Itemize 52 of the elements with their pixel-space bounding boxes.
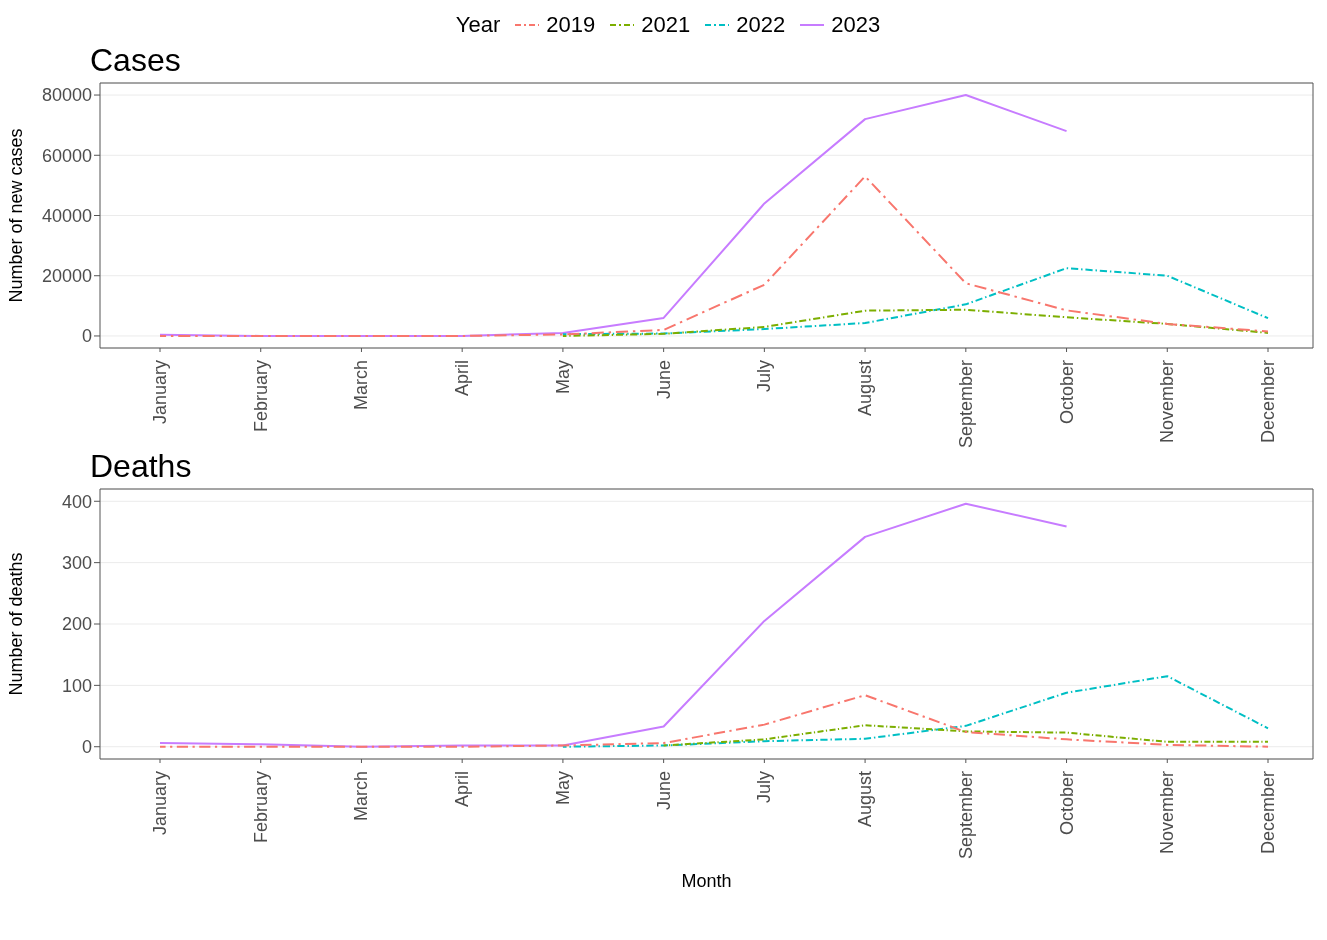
x-tick-label: October	[1056, 771, 1077, 836]
line-series	[561, 267, 1269, 336]
x-tick-label: December	[1258, 360, 1278, 444]
y-tick-label: 80000	[41, 85, 92, 106]
x-tick-label: September	[955, 360, 976, 449]
y-tick-label: 300	[61, 553, 92, 574]
chart-title: Cases	[90, 42, 182, 78]
x-tick-label: July	[754, 771, 775, 804]
y-tick-label: 0	[81, 737, 92, 758]
y-tick-label: 40000	[41, 205, 92, 226]
x-tick-label: January	[150, 360, 170, 425]
x-tick-label: April	[452, 771, 473, 808]
line-series	[561, 675, 1269, 748]
x-tick-label: January	[150, 771, 170, 836]
y-axis-title: Number of deaths	[6, 552, 27, 696]
line-series	[159, 94, 1068, 337]
x-tick-label: April	[452, 360, 473, 397]
x-tick-label: February	[250, 360, 271, 433]
legend-label: 2021	[641, 12, 691, 38]
line-series	[159, 694, 1269, 748]
x-tick-label: September	[955, 771, 976, 860]
y-tick-label: 400	[61, 491, 92, 512]
y-tick-label: 100	[61, 675, 92, 696]
x-tick-label: October	[1056, 360, 1077, 425]
line-series	[662, 724, 1269, 747]
x-tick-label: November	[1157, 771, 1178, 855]
legend-label: 2019	[546, 12, 596, 38]
x-tick-label: December	[1258, 771, 1278, 855]
y-tick-label: 200	[61, 614, 92, 635]
x-tick-label: March	[351, 771, 372, 822]
x-tick-label: November	[1157, 360, 1178, 444]
legend-title: Year	[455, 12, 501, 38]
line-series	[561, 308, 1269, 337]
x-tick-label: March	[351, 360, 372, 411]
x-tick-label: July	[754, 360, 775, 393]
x-tick-label: June	[653, 360, 674, 400]
x-tick-label: June	[653, 771, 674, 811]
y-tick-label: 0	[81, 326, 92, 347]
x-tick-label: May	[552, 360, 573, 395]
line-series	[159, 175, 1269, 337]
legend-label: 2022	[736, 12, 786, 38]
x-tick-label: May	[552, 771, 573, 806]
y-tick-label: 60000	[41, 145, 92, 166]
x-tick-label: August	[855, 771, 876, 828]
line-series	[159, 502, 1068, 748]
x-tick-label: August	[855, 360, 876, 417]
y-tick-label: 20000	[41, 266, 92, 287]
chart-title: Deaths	[90, 448, 193, 484]
x-tick-label: February	[250, 771, 271, 844]
legend-label: 2023	[831, 12, 881, 38]
y-axis-title: Number of new cases	[6, 128, 27, 303]
x-axis-title: Month	[681, 871, 732, 891]
